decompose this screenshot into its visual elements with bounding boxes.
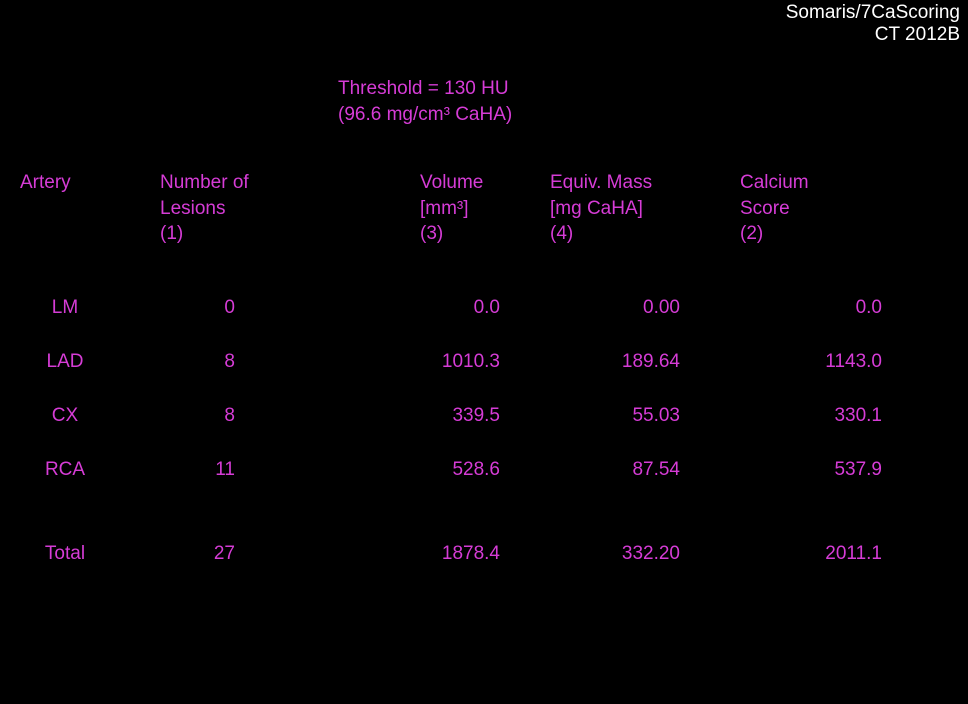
cell-score-total: 2011.1 (740, 543, 900, 565)
header-score: Calcium Score (2) (740, 170, 900, 247)
cell-mass-total: 332.20 (550, 543, 740, 565)
software-name: Somaris/7CaScoring (786, 2, 960, 24)
header-mass-l1: Equiv. Mass (550, 170, 740, 196)
threshold-line1: Threshold = 130 HU (338, 76, 512, 102)
cell-lesions: 0 (160, 297, 370, 319)
cell-lesions-total: 27 (160, 543, 370, 565)
cell-score: 1143.0 (740, 351, 900, 373)
cell-artery: CX (20, 405, 160, 427)
header-lesions-l2: Lesions (160, 196, 370, 222)
software-version: CT 2012B (786, 24, 960, 46)
cell-artery: RCA (20, 459, 160, 481)
header-score-l2: Score (740, 196, 900, 222)
header-score-l1: Calcium (740, 170, 900, 196)
header-volume-l2: [mm³] (420, 196, 550, 222)
cell-artery-total: Total (20, 543, 160, 565)
header-mass-l2: [mg CaHA] (550, 196, 740, 222)
header-lesions-l1: Number of (160, 170, 370, 196)
calcium-score-table: Artery Number of Lesions (1) Volume [mm³… (20, 170, 938, 597)
table-row: RCA 11 528.6 87.54 537.9 (20, 459, 938, 513)
cell-score: 330.1 (740, 405, 900, 427)
cell-mass: 0.00 (550, 297, 740, 319)
table-row: LM 0 0.0 0.00 0.0 (20, 297, 938, 351)
threshold-info: Threshold = 130 HU (96.6 mg/cm³ CaHA) (338, 76, 512, 127)
header-volume: Volume [mm³] (3) (370, 170, 550, 247)
cell-score: 0.0 (740, 297, 900, 319)
header-volume-l1: Volume (420, 170, 550, 196)
header-lesions: Number of Lesions (1) (160, 170, 370, 247)
threshold-line2: (96.6 mg/cm³ CaHA) (338, 102, 512, 128)
header-artery: Artery (20, 170, 160, 247)
table-row-total: Total 27 1878.4 332.20 2011.1 (20, 543, 938, 597)
cell-mass: 87.54 (550, 459, 740, 481)
cell-volume: 528.6 (370, 459, 550, 481)
cell-lesions: 11 (160, 459, 370, 481)
header-volume-l3: (3) (420, 221, 550, 247)
header-mass: Equiv. Mass [mg CaHA] (4) (550, 170, 740, 247)
header-artery-label: Artery (20, 170, 160, 196)
cell-mass: 55.03 (550, 405, 740, 427)
cell-lesions: 8 (160, 405, 370, 427)
cell-lesions: 8 (160, 351, 370, 373)
cell-artery: LM (20, 297, 160, 319)
table-body: LM 0 0.0 0.00 0.0 LAD 8 1010.3 189.64 11… (20, 297, 938, 597)
software-info: Somaris/7CaScoring CT 2012B (786, 2, 960, 46)
table-row: CX 8 339.5 55.03 330.1 (20, 405, 938, 459)
cell-volume-total: 1878.4 (370, 543, 550, 565)
cell-artery: LAD (20, 351, 160, 373)
header-score-l3: (2) (740, 221, 900, 247)
header-lesions-l3: (1) (160, 221, 370, 247)
table-row: LAD 8 1010.3 189.64 1143.0 (20, 351, 938, 405)
header-mass-l3: (4) (550, 221, 740, 247)
table-header-row: Artery Number of Lesions (1) Volume [mm³… (20, 170, 938, 247)
cell-volume: 0.0 (370, 297, 550, 319)
cell-volume: 1010.3 (370, 351, 550, 373)
cell-volume: 339.5 (370, 405, 550, 427)
cell-mass: 189.64 (550, 351, 740, 373)
cell-score: 537.9 (740, 459, 900, 481)
